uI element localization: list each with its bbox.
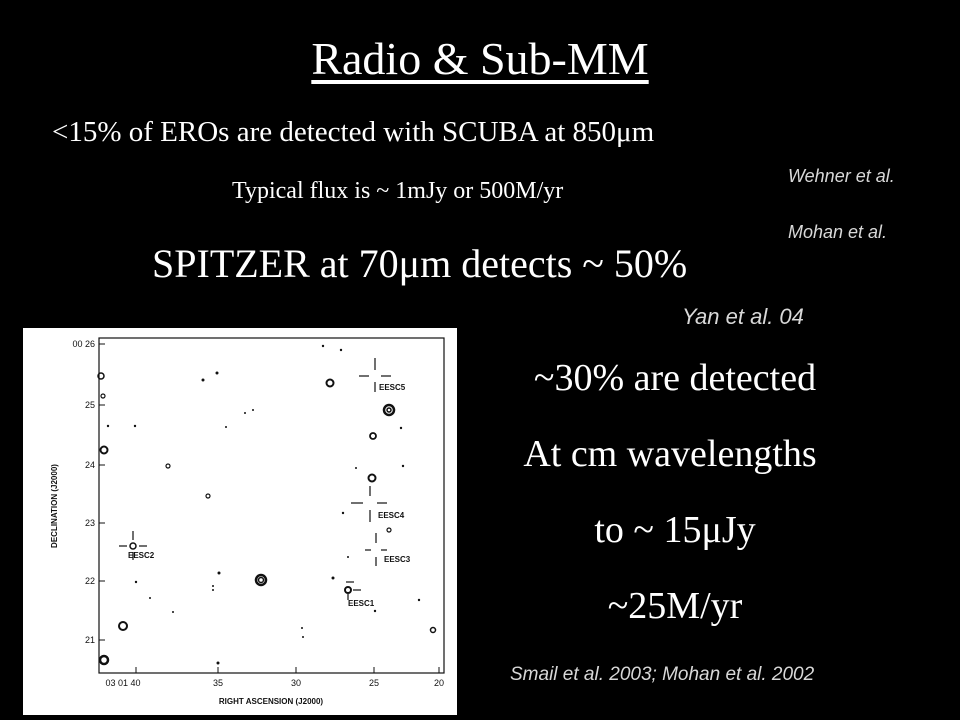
x-tick-label: 30	[291, 678, 301, 688]
x-tick-label: 20	[434, 678, 444, 688]
contour-sources	[97, 372, 437, 666]
scuba-detection-text: <15% of EROs are detected with SCUBA at …	[52, 116, 655, 148]
y-tick-label: 21	[85, 635, 95, 645]
point-sources	[106, 344, 421, 665]
y-tick-label: 00 26	[72, 339, 95, 349]
source-label: EESC2	[128, 551, 155, 560]
reference-smail: Smail et al. 2003; Mohan et al. 2002	[510, 664, 815, 685]
radio-detection-text: ~30% are detected	[533, 357, 817, 399]
x-axis-label: RIGHT ASCENSION (J2000)	[219, 697, 324, 706]
radio-map-figure: 00 26 25 24 23 22 21 03 01 40 35 30 25 2…	[23, 328, 457, 715]
flux-limit-text: to ~ 15μJy	[594, 509, 756, 551]
sfr-text: ~25M/yr	[607, 585, 743, 627]
radio-contour-map: 00 26 25 24 23 22 21 03 01 40 35 30 25 2…	[50, 337, 445, 706]
cm-wavelength-text: At cm wavelengths	[523, 433, 817, 475]
source-label: EESC3	[384, 555, 411, 564]
y-tick-label: 25	[85, 400, 95, 410]
y-tick-label: 24	[85, 460, 95, 470]
reference-mohan: Mohan et al.	[788, 222, 888, 242]
x-tick-label: 03 01 40	[105, 678, 140, 688]
source-label: EESC1	[348, 599, 375, 608]
typical-flux-text: Typical flux is ~ 1mJy or 500M/yr	[232, 178, 564, 204]
y-tick-label: 22	[85, 576, 95, 586]
y-axis-label: DECLINATION (J2000)	[50, 464, 59, 548]
y-tick-label: 23	[85, 518, 95, 528]
source-markers	[119, 358, 391, 600]
map-frame	[98, 337, 445, 674]
x-tick-label: 25	[369, 678, 379, 688]
reference-yan: Yan et al. 04	[682, 304, 804, 329]
reference-wehner: Wehner et al.	[788, 166, 895, 186]
source-label: EESC4	[378, 511, 405, 520]
spitzer-detection-text: SPITZER at 70μm detects ~ 50%	[152, 241, 688, 286]
source-label: EESC5	[379, 383, 406, 392]
slide-title: Radio & Sub-MM	[311, 33, 649, 84]
x-tick-label: 35	[213, 678, 223, 688]
